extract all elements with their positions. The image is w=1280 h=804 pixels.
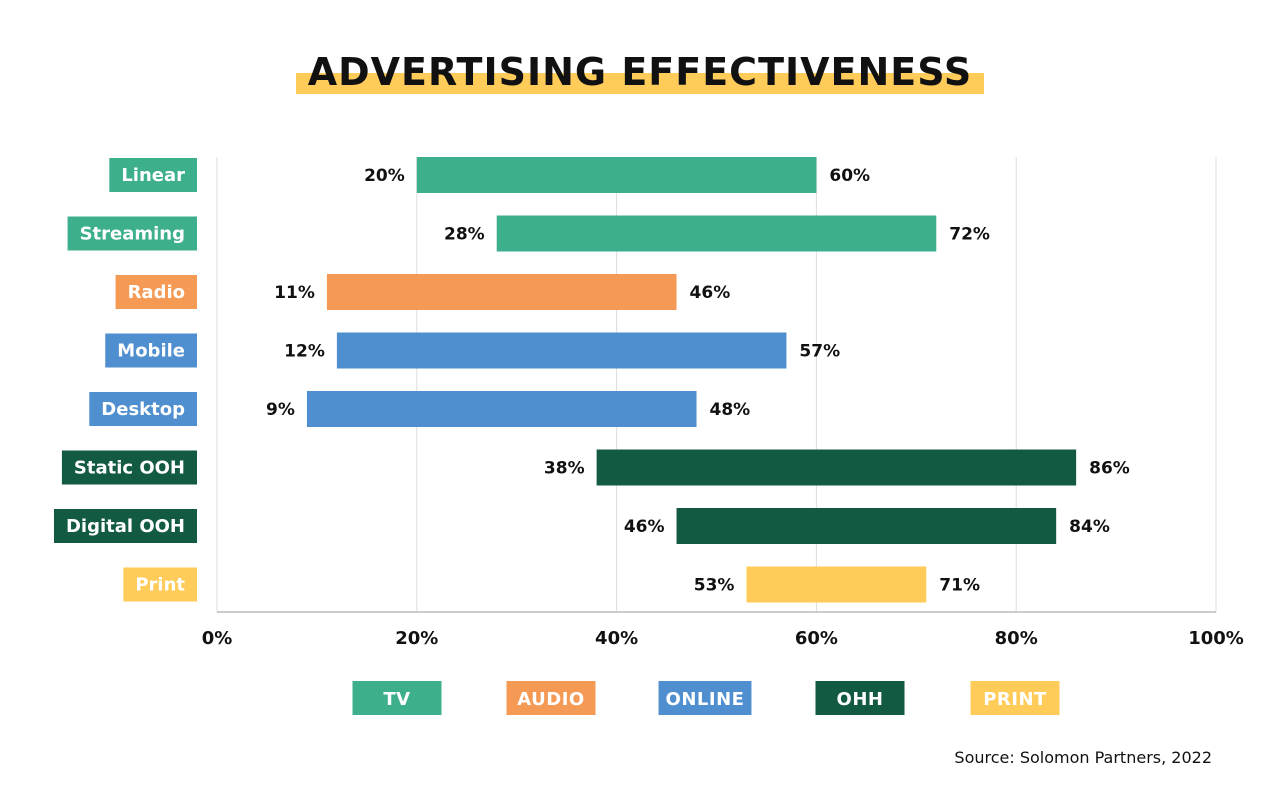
x-tick-label: 80% bbox=[995, 628, 1038, 649]
category-box bbox=[61, 450, 197, 485]
legend-label: OHH bbox=[837, 689, 884, 710]
legend-item-audio: AUDIO bbox=[506, 681, 596, 715]
low-value-label: 28% bbox=[444, 225, 485, 245]
category-box bbox=[109, 158, 197, 192]
legend: TV AUDIO ONLINE OHH PRINT bbox=[352, 681, 1060, 715]
low-value-label: 11% bbox=[274, 283, 315, 303]
x-tick-label: 20% bbox=[395, 628, 438, 649]
high-value-label: 84% bbox=[1069, 517, 1110, 537]
high-value-label: 48% bbox=[710, 400, 751, 420]
legend-swatch bbox=[658, 681, 752, 715]
category-print: Print bbox=[123, 567, 197, 602]
low-value-label: 12% bbox=[284, 342, 325, 362]
bar-print bbox=[746, 566, 927, 603]
legend-item-print: PRINT bbox=[970, 681, 1060, 715]
category-box bbox=[67, 216, 197, 251]
legend-swatch bbox=[970, 681, 1060, 715]
low-value-label: 38% bbox=[544, 459, 585, 479]
bar-streaming bbox=[496, 215, 937, 252]
category-box bbox=[53, 509, 197, 543]
category-label: Static OOH bbox=[74, 458, 185, 479]
category-label: Mobile bbox=[117, 341, 185, 362]
category-box bbox=[89, 392, 197, 426]
bar-linear bbox=[416, 157, 817, 193]
legend-label: AUDIO bbox=[517, 689, 584, 710]
legend-swatch bbox=[506, 681, 596, 715]
x-tick-label: 0% bbox=[202, 628, 233, 649]
legend-swatch bbox=[352, 681, 442, 715]
category-streaming: Streaming bbox=[67, 216, 197, 251]
low-value-label: 9% bbox=[266, 400, 295, 420]
high-value-label: 86% bbox=[1089, 459, 1130, 479]
category-mobile: Mobile bbox=[105, 333, 197, 368]
x-tick-label: 100% bbox=[1188, 628, 1244, 649]
legend-item-tv: TV bbox=[352, 681, 442, 715]
legend-label: TV bbox=[383, 689, 410, 710]
legend-item-ohh: OHH bbox=[815, 681, 905, 715]
category-label: Print bbox=[135, 575, 185, 596]
legend-label: ONLINE bbox=[666, 689, 745, 710]
x-tick-label: 40% bbox=[595, 628, 638, 649]
category-static-ooh: Static OOH bbox=[61, 450, 197, 485]
bar-desktop bbox=[306, 391, 697, 427]
high-value-label: 57% bbox=[799, 342, 840, 362]
category-box bbox=[115, 275, 197, 309]
category-linear: Linear bbox=[109, 158, 197, 192]
category-label: Desktop bbox=[101, 399, 185, 420]
high-value-label: 60% bbox=[829, 166, 870, 186]
category-box bbox=[123, 567, 197, 602]
category-digital-ooh: Digital OOH bbox=[53, 509, 197, 543]
bar-static-ooh bbox=[596, 449, 1077, 486]
category-labels: Linear Streaming Radio Mobile Desktop Static … bbox=[53, 158, 197, 602]
legend-label: PRINT bbox=[983, 689, 1047, 710]
low-value-label: 20% bbox=[364, 166, 405, 186]
chart-title: ADVERTISING EFFECTIVENESS bbox=[295, 48, 985, 96]
x-axis: 0% 20% 40% 60% 80% 100% bbox=[202, 611, 1244, 649]
high-value-label: 71% bbox=[939, 576, 980, 596]
category-desktop: Desktop bbox=[89, 392, 197, 426]
bar-radio bbox=[326, 274, 677, 310]
legend-swatch bbox=[815, 681, 905, 715]
category-label: Streaming bbox=[80, 224, 185, 245]
category-label: Linear bbox=[121, 165, 185, 186]
category-box bbox=[105, 333, 197, 368]
legend-item-online: ONLINE bbox=[658, 681, 752, 715]
category-radio: Radio bbox=[115, 275, 197, 309]
chart-title-wrap: ADVERTISING EFFECTIVENESS bbox=[0, 48, 1280, 96]
bars: 20% 60% 28% 72% 11% 46% 12% 57% 9% 48% 38% 86% 46% 84… bbox=[266, 157, 1130, 603]
source-note: Source: Solomon Partners, 2022 bbox=[954, 748, 1212, 767]
high-value-label: 46% bbox=[690, 283, 731, 303]
low-value-label: 46% bbox=[624, 517, 665, 537]
low-value-label: 53% bbox=[694, 576, 735, 596]
bar-digital-ooh bbox=[676, 508, 1057, 544]
bar-mobile bbox=[336, 332, 787, 369]
category-label: Radio bbox=[128, 282, 185, 303]
category-label: Digital OOH bbox=[66, 516, 185, 537]
high-value-label: 72% bbox=[949, 225, 990, 245]
x-tick-label: 60% bbox=[795, 628, 838, 649]
